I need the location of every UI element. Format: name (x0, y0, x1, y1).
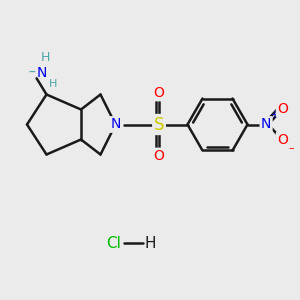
Text: O: O (154, 86, 164, 100)
Text: –: – (288, 143, 294, 154)
Text: S: S (154, 116, 164, 134)
Text: H: H (41, 51, 50, 64)
Text: –: – (28, 66, 35, 80)
Text: N: N (110, 118, 121, 131)
Text: +: + (271, 110, 278, 120)
Text: O: O (277, 133, 288, 147)
Text: H: H (49, 79, 58, 89)
Text: H: H (144, 236, 156, 250)
Text: N: N (261, 118, 271, 131)
Text: N: N (36, 66, 46, 80)
Text: O: O (277, 102, 288, 116)
Text: O: O (154, 149, 164, 163)
Text: Cl: Cl (106, 236, 122, 250)
